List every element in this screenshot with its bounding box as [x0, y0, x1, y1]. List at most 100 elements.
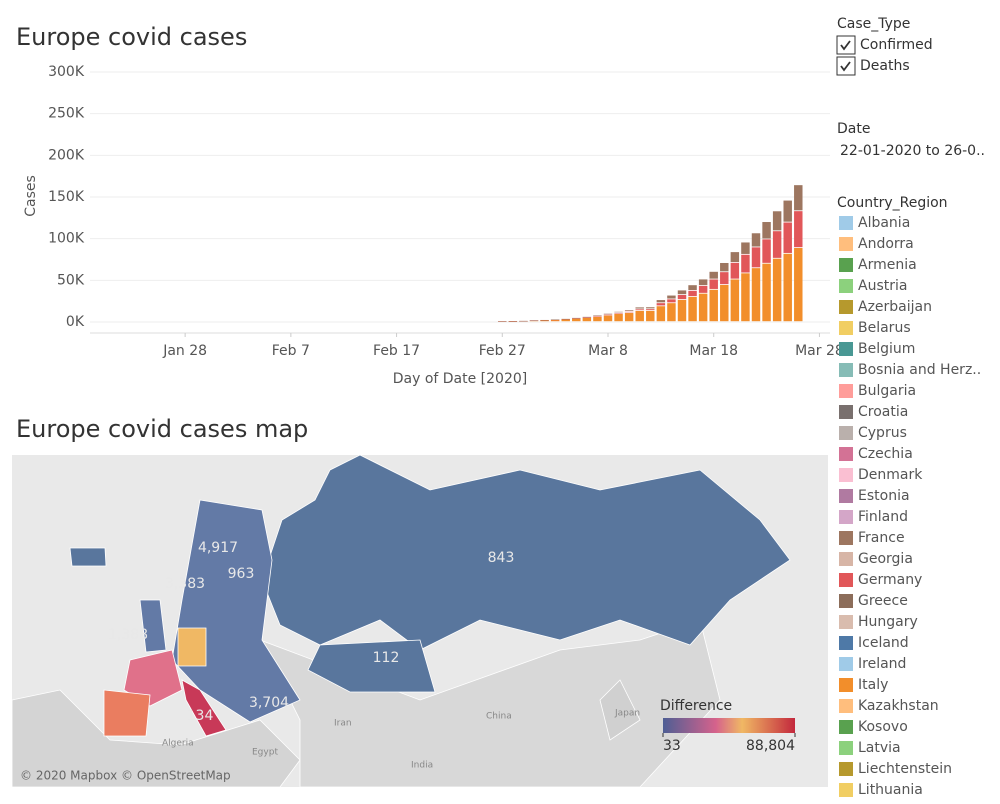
bar-segment	[698, 285, 708, 293]
bar-segment	[688, 296, 697, 322]
bar-segment	[593, 315, 602, 316]
color-scale-label: 88,804	[746, 738, 795, 754]
bar-segment	[550, 319, 560, 322]
legend-label: Finland	[858, 509, 908, 525]
legend-label: Albania	[858, 215, 910, 231]
bar-segment	[646, 310, 655, 322]
bar-segment	[730, 252, 740, 263]
country	[181, 679, 227, 737]
country	[139, 599, 167, 653]
legend-label: Belgium	[858, 341, 915, 357]
legend-label: Armenia	[858, 257, 917, 273]
legend-swatch	[839, 447, 853, 461]
bar-segment	[508, 321, 518, 322]
bar-segment	[741, 242, 750, 254]
x-tick-label: Feb 17	[373, 343, 420, 359]
filter-title: Date	[837, 121, 870, 137]
legend-swatch	[839, 531, 853, 545]
map-value-label: 843	[488, 550, 515, 566]
y-tick-label: 0K	[66, 314, 85, 330]
bar-segment	[603, 315, 613, 322]
bar-segment	[561, 318, 570, 320]
place-label: Iran	[334, 719, 352, 729]
bar-segment	[667, 303, 676, 322]
bar-segment	[688, 290, 697, 297]
place-label: China	[486, 712, 512, 722]
x-tick-label: Mar 18	[689, 343, 738, 359]
bar-segment	[772, 211, 782, 231]
bar-segment	[677, 290, 687, 295]
legend-swatch	[839, 489, 853, 503]
bar-segment	[572, 317, 581, 319]
bar-segment	[550, 319, 560, 321]
bar-segment	[772, 258, 782, 322]
legend-swatch	[839, 699, 853, 713]
bar-segment	[730, 262, 740, 279]
legend-swatch	[839, 636, 853, 650]
y-axis-title: Cases	[23, 175, 39, 217]
bar-segment	[783, 253, 792, 322]
bar-segment	[540, 320, 549, 322]
legend-label: Bosnia and Herz..	[858, 362, 981, 378]
legend-swatch	[839, 216, 853, 230]
bar-segment	[498, 321, 507, 322]
bar-segment	[709, 279, 718, 289]
bar-segment	[572, 318, 581, 322]
country	[123, 649, 183, 707]
bar-segment	[624, 313, 634, 322]
legend-swatch	[839, 258, 853, 272]
y-tick-label: 300K	[48, 64, 85, 80]
bar-segment	[582, 317, 592, 318]
bar-segment	[751, 247, 761, 268]
bar-segment	[667, 295, 676, 299]
place-label: Japan	[614, 709, 640, 719]
x-tick-label: Jan 28	[162, 343, 207, 359]
land	[259, 619, 721, 788]
legend-swatch	[839, 510, 853, 524]
land	[599, 679, 641, 741]
legend-label: Hungary	[858, 614, 918, 630]
bar-segment	[624, 311, 634, 313]
bar-segment	[762, 239, 771, 263]
map-title: Europe covid cases map	[16, 415, 308, 443]
checkbox-label[interactable]: Deaths	[860, 58, 910, 74]
checkbox-label[interactable]: Confirmed	[860, 37, 933, 53]
legend-label: Liechtenstein	[858, 761, 952, 777]
date-range[interactable]: 22-01-2020 to 26-0..	[840, 143, 985, 159]
legend-label: Kazakhstan	[858, 698, 939, 714]
bar-segment	[762, 222, 771, 239]
bar-segment	[677, 299, 687, 322]
bar-segment	[772, 231, 782, 258]
bar-segment	[783, 200, 792, 222]
country	[307, 639, 436, 693]
bar-segment	[656, 303, 666, 306]
legend-swatch	[839, 678, 853, 692]
legend-label: Andorra	[858, 236, 914, 252]
legend-title: Country_Region	[837, 195, 948, 211]
bar-segment	[529, 320, 539, 321]
legend-label: Georgia	[858, 551, 913, 567]
legend-swatch	[839, 552, 853, 566]
legend-label: Estonia	[858, 488, 910, 504]
legend-label: Germany	[858, 572, 922, 588]
map-value-label: 3,704	[249, 695, 289, 711]
legend-swatch	[839, 426, 853, 440]
legend-label: Lithuania	[858, 782, 923, 798]
legend-swatch	[839, 720, 853, 734]
legend-swatch	[839, 405, 853, 419]
legend-swatch	[839, 783, 853, 797]
map-value-label: 3,383	[165, 576, 205, 592]
bar-segment	[582, 317, 592, 322]
y-tick-label: 200K	[48, 147, 85, 163]
bar-segment	[646, 307, 655, 309]
checkmark	[840, 61, 851, 72]
legend-swatch	[839, 573, 853, 587]
legend-label: Iceland	[858, 635, 909, 651]
legend-label: Bulgaria	[858, 383, 916, 399]
country	[177, 627, 207, 667]
bar-segment	[751, 268, 761, 322]
bar-segment	[751, 233, 761, 247]
bar-segment	[519, 320, 528, 322]
bar-segment	[698, 279, 708, 286]
